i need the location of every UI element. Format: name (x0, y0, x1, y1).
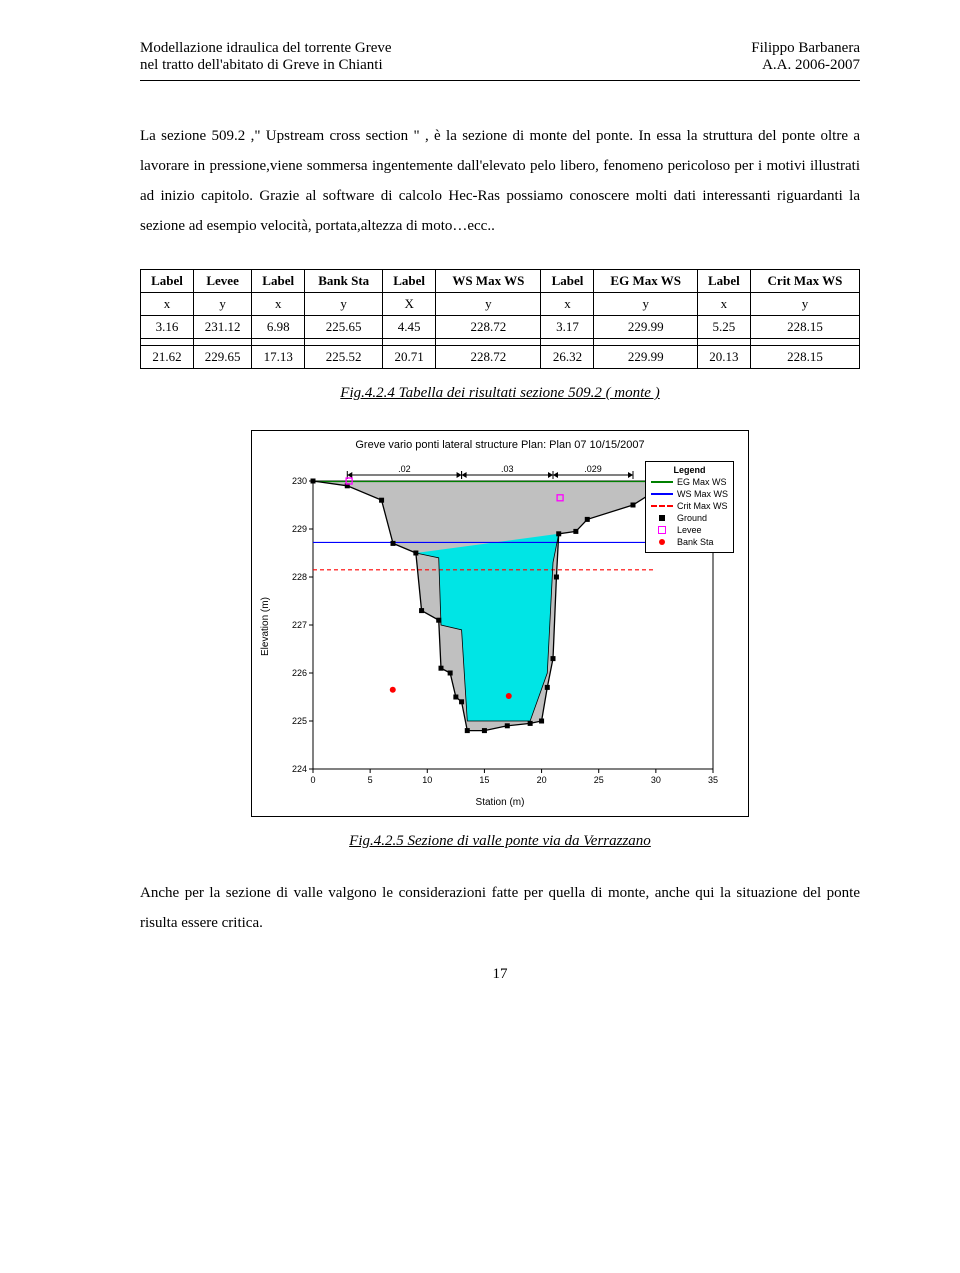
table-header: Label (697, 270, 750, 293)
table-cell (541, 339, 594, 346)
svg-text:15: 15 (479, 775, 489, 785)
table-subheader: x (697, 293, 750, 316)
svg-text:.029: .029 (584, 464, 602, 474)
table-header: Crit Max WS (750, 270, 859, 293)
svg-text:224: 224 (292, 764, 307, 774)
svg-text:20: 20 (537, 775, 547, 785)
svg-text:230: 230 (292, 476, 307, 486)
table-row (141, 339, 860, 346)
table-cell: 4.45 (383, 316, 436, 339)
table-cell (383, 339, 436, 346)
table-cell: 6.98 (252, 316, 305, 339)
table-cell: 229.99 (594, 346, 697, 369)
header-left-line1: Modellazione idraulica del torrente Grev… (140, 40, 392, 57)
chart-caption: Fig.4.2.5 Sezione di valle ponte via da … (140, 833, 860, 850)
table-cell (750, 339, 859, 346)
legend-item: EG Max WS (651, 477, 728, 487)
table-cell (141, 339, 194, 346)
table-subheader: y (194, 293, 252, 316)
paragraph-1: La sezione 509.2 ," Upstream cross secti… (140, 121, 860, 241)
table-cell (594, 339, 697, 346)
table-cell: 229.65 (194, 346, 252, 369)
chart-legend: LegendEG Max WSWS Max WSCrit Max WSGroun… (645, 461, 734, 553)
table-row: 21.62229.6517.13225.5220.71228.7226.3222… (141, 346, 860, 369)
svg-text:.03: .03 (501, 464, 514, 474)
table-subheader: y (436, 293, 541, 316)
header-divider (140, 80, 860, 81)
table-subheader: y (594, 293, 697, 316)
legend-item: Ground (651, 513, 728, 523)
table-cell: 20.71 (383, 346, 436, 369)
svg-text:226: 226 (292, 668, 307, 678)
table-caption: Fig.4.2.4 Tabella dei risultati sezione … (140, 385, 860, 402)
legend-item: Bank Sta (651, 537, 728, 547)
svg-text:5: 5 (368, 775, 373, 785)
table-cell (305, 339, 383, 346)
svg-text:229: 229 (292, 524, 307, 534)
svg-text:0: 0 (310, 775, 315, 785)
table-subheader: x (141, 293, 194, 316)
svg-text:35: 35 (708, 775, 718, 785)
table-cell: 229.99 (594, 316, 697, 339)
table-header: EG Max WS (594, 270, 697, 293)
svg-text:227: 227 (292, 620, 307, 630)
y-axis-label: Elevation (m) (260, 457, 271, 797)
table-cell (436, 339, 541, 346)
chart-title: Greve vario ponti lateral structure Plan… (260, 439, 740, 451)
table-subheader: X (383, 293, 436, 316)
svg-text:.02: .02 (398, 464, 411, 474)
table-cell: 228.15 (750, 316, 859, 339)
results-table: LabelLeveeLabelBank StaLabelWS Max WSLab… (140, 269, 860, 369)
table-cell (252, 339, 305, 346)
table-header: WS Max WS (436, 270, 541, 293)
table-cell: 21.62 (141, 346, 194, 369)
svg-text:30: 30 (651, 775, 661, 785)
svg-text:10: 10 (422, 775, 432, 785)
svg-text:25: 25 (594, 775, 604, 785)
svg-text:228: 228 (292, 572, 307, 582)
legend-item: Levee (651, 525, 728, 535)
header-right-line1: Filippo Barbanera (751, 40, 860, 57)
table-cell: 17.13 (252, 346, 305, 369)
table-subheader: x (541, 293, 594, 316)
table-header: Levee (194, 270, 252, 293)
table-row: 3.16231.126.98225.654.45228.723.17229.99… (141, 316, 860, 339)
table-cell: 228.72 (436, 346, 541, 369)
table-cell (697, 339, 750, 346)
table-header: Label (141, 270, 194, 293)
legend-item: Crit Max WS (651, 501, 728, 511)
table-header: Label (383, 270, 436, 293)
table-subheader: y (750, 293, 859, 316)
table-cell: 228.72 (436, 316, 541, 339)
table-cell: 225.65 (305, 316, 383, 339)
table-cell: 225.52 (305, 346, 383, 369)
table-cell: 26.32 (541, 346, 594, 369)
table-cell (194, 339, 252, 346)
page-number: 17 (140, 966, 860, 983)
table-subheader: y (305, 293, 383, 316)
table-header: Label (252, 270, 305, 293)
table-subheader: x (252, 293, 305, 316)
table-header: Label (541, 270, 594, 293)
page-header: Modellazione idraulica del torrente Grev… (140, 40, 860, 74)
header-right-line2: A.A. 2006-2007 (751, 57, 860, 74)
header-left-line2: nel tratto dell'abitato di Greve in Chia… (140, 57, 392, 74)
svg-text:225: 225 (292, 716, 307, 726)
table-cell: 231.12 (194, 316, 252, 339)
table-header: Bank Sta (305, 270, 383, 293)
legend-item: WS Max WS (651, 489, 728, 499)
paragraph-2: Anche per la sezione di valle valgono le… (140, 878, 860, 938)
table-cell: 5.25 (697, 316, 750, 339)
x-axis-label: Station (m) (260, 797, 740, 808)
table-cell: 228.15 (750, 346, 859, 369)
table-cell: 3.17 (541, 316, 594, 339)
cross-section-chart: Greve vario ponti lateral structure Plan… (251, 430, 749, 817)
table-cell: 20.13 (697, 346, 750, 369)
table-cell: 3.16 (141, 316, 194, 339)
